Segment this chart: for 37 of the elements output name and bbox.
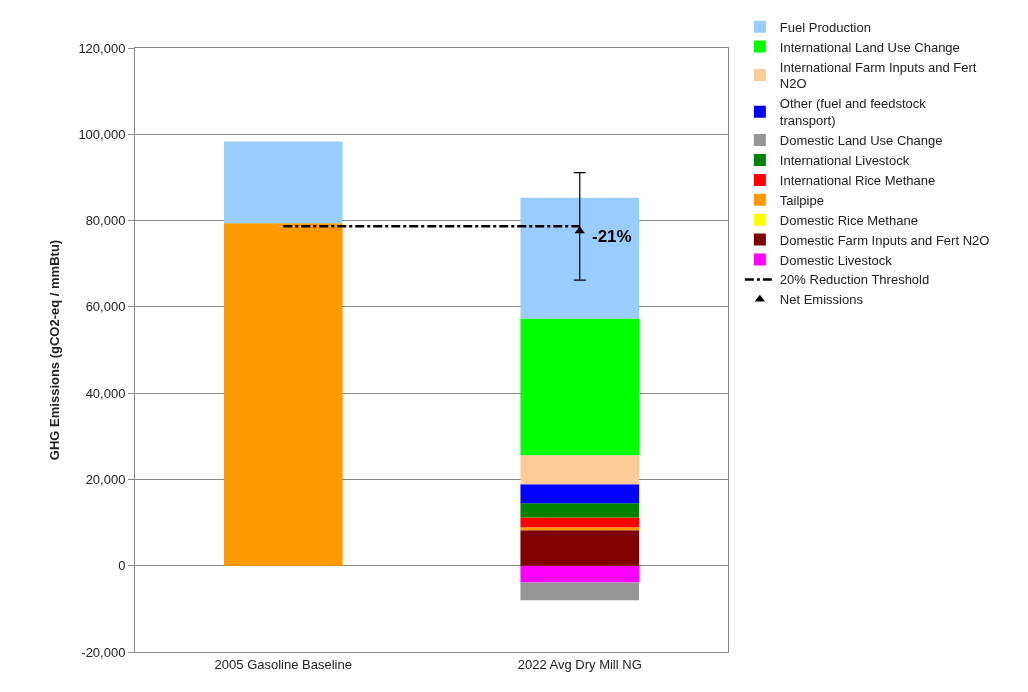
bar [223, 141, 343, 224]
bar [520, 517, 640, 528]
x-tick-label: 2022 Avg Dry Mill NG [517, 656, 642, 672]
legend-label: 20% Reduction Threshold [779, 272, 930, 288]
bar [520, 197, 640, 319]
bar [520, 530, 640, 566]
legend-label: Net Emissions [779, 292, 864, 308]
y-tick-label: 40,000 [85, 385, 126, 401]
bar [520, 503, 640, 518]
legend-label: Domestic Livestock [779, 252, 893, 268]
bar [520, 455, 640, 485]
legend-label: Fuel Production [779, 19, 871, 35]
legend-label: Domestic Land Use Change [779, 133, 943, 149]
y-tick-label: 120,000 [78, 40, 126, 56]
legend-label: Domestic Farm Inputs and Fert N2O [779, 232, 990, 248]
x-tick-label: 2005 Gasoline Baseline [214, 656, 352, 672]
bar [520, 582, 640, 601]
y-tick-label: 0 [118, 558, 126, 574]
legend-label: International Livestock [779, 153, 910, 169]
legend-label: Tailpipe [779, 192, 824, 208]
legend-label: Other (fuel and feedstock transport) [779, 96, 927, 129]
y-axis-title: GHG Emissions (gCO2-eq / mmBtu) [47, 239, 63, 461]
y-tick-label: 100,000 [78, 126, 126, 142]
y-tick-label: 60,000 [85, 299, 126, 315]
bar [520, 484, 640, 504]
legend-label: International Farm Inputs and Fert N2O [779, 59, 977, 92]
legend-label: International Land Use Change [779, 39, 960, 55]
bar [520, 565, 640, 583]
annotation: -21% [592, 227, 632, 246]
y-tick-label: -20,000 [81, 644, 126, 660]
legend-label: Domestic Rice Methane [779, 212, 918, 228]
y-tick-label: 20,000 [85, 471, 126, 487]
legend-label: International Rice Methane [779, 172, 936, 188]
bar [520, 527, 640, 531]
bar [223, 223, 343, 566]
y-tick-label: 80,000 [85, 213, 126, 229]
bar [520, 318, 640, 456]
